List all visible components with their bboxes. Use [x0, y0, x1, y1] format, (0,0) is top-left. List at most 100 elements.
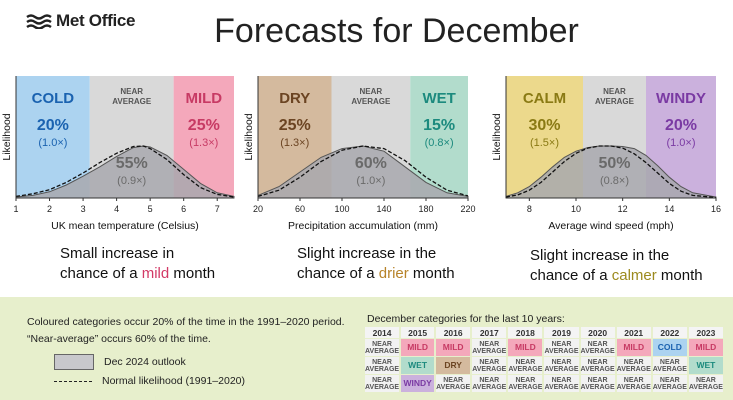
- history-year: 2019: [544, 327, 579, 338]
- category-name: NEAR: [360, 87, 383, 96]
- caption-suffix: month: [408, 265, 455, 282]
- history-cell: MILD: [401, 339, 435, 356]
- history-cell: NEAR AVERAGE: [365, 375, 400, 392]
- x-axis-label: Precipitation accumulation (mm): [288, 220, 438, 232]
- category-band-0: [16, 76, 90, 198]
- x-tick-label: 220: [460, 204, 475, 214]
- history-cell: NEAR AVERAGE: [508, 357, 543, 374]
- caption-line-2: chance of a calmer month: [530, 266, 703, 286]
- x-tick-label: 16: [711, 204, 721, 214]
- history-cell: COLD: [652, 339, 687, 356]
- caption-prefix: chance of a: [530, 267, 612, 284]
- caption-suffix: month: [656, 267, 703, 284]
- caption-prefix: chance of a: [297, 265, 379, 282]
- category-ratio: (1.0×): [38, 137, 67, 149]
- wind-panel: 8 10 12 14 16 Average wind speed (mph) Likelih…: [488, 74, 728, 241]
- history-year: 2015: [401, 327, 435, 338]
- category-percent: 30%: [528, 117, 560, 134]
- category-percent: 15%: [423, 117, 455, 134]
- history-cell: NEAR AVERAGE: [580, 339, 615, 356]
- legend-note: Coloured categories occur 20% of the tim…: [27, 314, 345, 348]
- category-name: AVERAGE: [112, 97, 152, 106]
- caption-line-2: chance of a mild month: [60, 264, 215, 284]
- category-percent: 50%: [598, 155, 630, 172]
- y-axis-label: Likelihood: [1, 113, 13, 160]
- x-tick-label: 14: [664, 204, 674, 214]
- category-name: CALM: [523, 90, 566, 107]
- history-year: 2018: [508, 327, 543, 338]
- caption-line-1: Slight increase in the: [530, 247, 670, 264]
- x-tick-label: 3: [81, 204, 86, 214]
- caption-highlight: drier: [378, 265, 409, 282]
- caption-line-2: chance of a drier month: [297, 264, 455, 284]
- history-year: 2023: [688, 327, 723, 338]
- history-cell: NEAR AVERAGE: [580, 357, 615, 374]
- met-office-logo: Met Office: [26, 11, 135, 31]
- logo-waves-icon: [26, 14, 52, 29]
- history-cell: NEAR AVERAGE: [544, 339, 579, 356]
- x-tick-label: 140: [376, 204, 391, 214]
- category-percent: 60%: [355, 155, 387, 172]
- category-ratio: (1.5×): [530, 137, 559, 149]
- history-cell: NEAR AVERAGE: [580, 375, 615, 392]
- history-cell: NEAR AVERAGE: [472, 375, 507, 392]
- category-ratio: (0.8×): [600, 175, 629, 187]
- history-cell: NEAR AVERAGE: [365, 357, 400, 374]
- x-tick-label: 4: [114, 204, 119, 214]
- history-cell: NEAR AVERAGE: [616, 375, 651, 392]
- caption-suffix: month: [169, 265, 216, 282]
- caption-prefix: chance of a: [60, 265, 142, 282]
- history-cell: NEAR AVERAGE: [472, 357, 507, 374]
- history-cell: WET: [401, 357, 435, 374]
- history-cell: NEAR AVERAGE: [365, 339, 400, 356]
- y-axis-label: Likelihood: [491, 113, 503, 160]
- category-name: WINDY: [656, 90, 706, 107]
- history-cell: NEAR AVERAGE: [652, 357, 687, 374]
- x-axis-label: Average wind speed (mph): [548, 220, 673, 232]
- legend-outlook: Dec 2024 outlook: [54, 354, 186, 370]
- legend-note-line-1: Coloured categories occur 20% of the tim…: [27, 316, 345, 328]
- legend-note-line-2: “Near-average” occurs 60% of the time.: [27, 333, 211, 345]
- history-table: 2014 2015 2016 2017 2018 2019 2020 2021 2022 2023…: [363, 326, 725, 393]
- history-cell: NEAR AVERAGE: [544, 375, 579, 392]
- category-percent: 20%: [665, 117, 697, 134]
- category-name: NEAR: [120, 87, 143, 96]
- history-year: 2016: [436, 327, 471, 338]
- precipitation-panel: 20 60 100 140 180 220 Precipitation accumulati…: [240, 74, 480, 241]
- x-tick-label: 1: [13, 204, 18, 214]
- history-cell: MILD: [616, 339, 651, 356]
- category-ratio: (1.3×): [280, 137, 309, 149]
- history-row: NEAR AVERAGE WINDY NEAR AVERAGE NEAR AVERAGE NE…: [365, 375, 723, 392]
- category-percent: 25%: [279, 117, 311, 134]
- x-tick-label: 10: [571, 204, 581, 214]
- normal-line: [15, 145, 235, 198]
- outlook-area: [257, 145, 469, 199]
- history-cell: WET: [688, 357, 723, 374]
- category-percent: 25%: [188, 117, 220, 134]
- history-cell: NEAR AVERAGE: [436, 375, 471, 392]
- legend-normal: Normal likelihood (1991–2020): [54, 375, 245, 387]
- history-cell: MILD: [688, 339, 723, 356]
- history-year: 2022: [652, 327, 687, 338]
- history-cell: MILD: [508, 339, 543, 356]
- history-cell: MILD: [436, 339, 471, 356]
- caption-line-1: Small increase in: [60, 245, 175, 262]
- history-cell: WINDY: [401, 375, 435, 392]
- category-name: WET: [422, 90, 455, 107]
- outlook-swatch: [54, 354, 94, 370]
- category-ratio: (1.0×): [356, 175, 385, 187]
- history-cell: DRY: [436, 357, 471, 374]
- normal-dash-swatch: [54, 380, 92, 382]
- category-name: MILD: [185, 90, 222, 107]
- normal-label: Normal likelihood (1991–2020): [102, 375, 246, 387]
- x-tick-label: 8: [527, 204, 532, 214]
- wind-chart: 8 10 12 14 16 Average wind speed (mph) Likelih…: [491, 76, 721, 232]
- y-axis-label: Likelihood: [243, 113, 255, 160]
- x-tick-label: 180: [418, 204, 433, 214]
- normal-line: [505, 145, 717, 199]
- history-cell: NEAR AVERAGE: [652, 375, 687, 392]
- outlook-label: Dec 2024 outlook: [104, 356, 186, 368]
- x-tick-label: 12: [618, 204, 628, 214]
- temperature-panel: 1 2 3 4 5 6 7 UK mean temperature (Celsius) Like…: [0, 74, 240, 241]
- temperature-caption: Small increase in chance of a mild month: [60, 244, 215, 284]
